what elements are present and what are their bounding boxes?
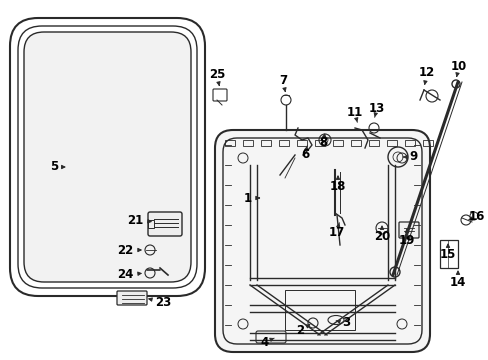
Bar: [243, 140, 252, 146]
Text: 5: 5: [50, 161, 58, 174]
Text: 13: 13: [368, 102, 385, 114]
Text: 14: 14: [449, 275, 465, 288]
Text: 21: 21: [126, 213, 143, 226]
Text: 10: 10: [450, 59, 466, 72]
Bar: [422, 140, 432, 146]
Text: 4: 4: [260, 336, 268, 348]
Text: 15: 15: [439, 248, 455, 261]
FancyBboxPatch shape: [117, 291, 147, 305]
Text: 11: 11: [346, 107, 363, 120]
Bar: [279, 140, 288, 146]
Text: 12: 12: [418, 67, 434, 80]
Text: 23: 23: [155, 296, 171, 309]
Bar: [368, 140, 378, 146]
Bar: [350, 140, 360, 146]
Bar: [296, 140, 306, 146]
Text: 8: 8: [318, 136, 326, 149]
Bar: [386, 140, 396, 146]
FancyBboxPatch shape: [215, 130, 429, 352]
Text: 19: 19: [398, 234, 414, 247]
Text: 6: 6: [300, 148, 308, 162]
FancyBboxPatch shape: [398, 222, 418, 238]
Text: 9: 9: [408, 150, 416, 163]
Text: 20: 20: [373, 230, 389, 243]
Text: 18: 18: [329, 180, 346, 193]
Bar: [404, 140, 414, 146]
FancyBboxPatch shape: [148, 212, 182, 236]
Text: 22: 22: [117, 243, 133, 256]
Text: 3: 3: [341, 316, 349, 329]
Bar: [224, 140, 235, 146]
Text: 16: 16: [468, 211, 484, 224]
Text: 24: 24: [117, 269, 133, 282]
Bar: [332, 140, 342, 146]
Text: 17: 17: [328, 225, 345, 238]
Text: 7: 7: [278, 75, 286, 87]
FancyBboxPatch shape: [24, 32, 191, 282]
Bar: [148, 220, 154, 228]
Bar: [285, 290, 354, 330]
Bar: [314, 140, 325, 146]
Text: 25: 25: [208, 68, 225, 81]
Text: 1: 1: [244, 192, 251, 204]
Text: 2: 2: [295, 324, 304, 337]
Bar: [439, 240, 457, 268]
Bar: [261, 140, 270, 146]
